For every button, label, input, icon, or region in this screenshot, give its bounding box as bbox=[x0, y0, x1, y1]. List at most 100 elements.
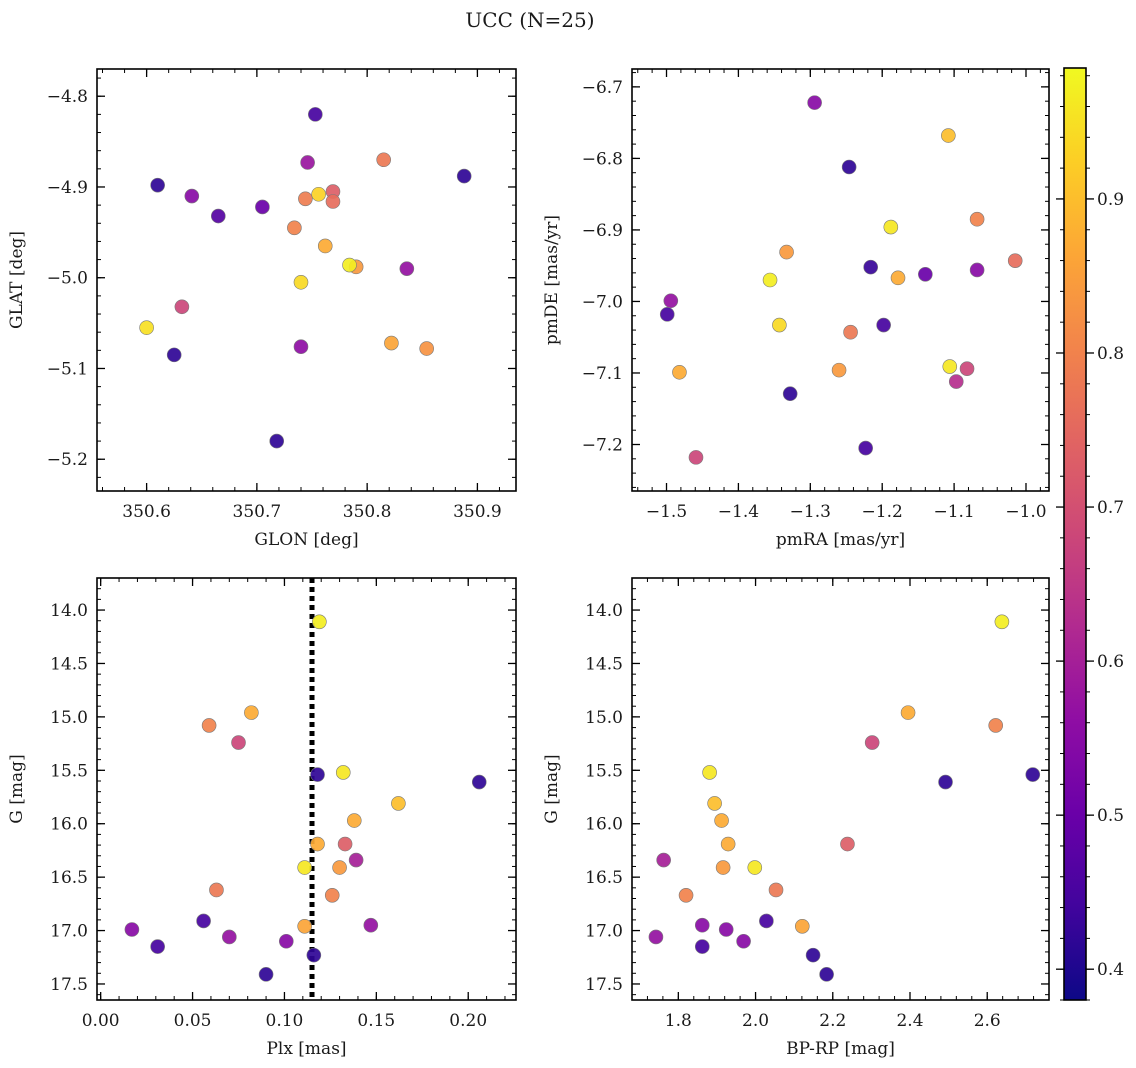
data-point bbox=[317, 238, 333, 254]
data-point bbox=[782, 386, 798, 402]
data-point bbox=[311, 186, 326, 202]
data-point bbox=[663, 293, 679, 309]
x-axis-label: Plx [mas] bbox=[266, 1039, 346, 1059]
y-tick-label: −7.2 bbox=[582, 436, 623, 456]
colorbar-tick-label: 0.7 bbox=[1097, 498, 1124, 518]
axes-frame bbox=[631, 68, 1050, 492]
data-point bbox=[694, 939, 710, 954]
y-axis-label: pmDE [mas/yr] bbox=[542, 215, 562, 345]
data-point bbox=[678, 888, 694, 903]
x-axis-label: GLON [deg] bbox=[254, 530, 358, 550]
x-tick-label: −1.1 bbox=[933, 502, 974, 522]
y-tick-label: 15.5 bbox=[585, 761, 623, 781]
data-point bbox=[688, 450, 704, 465]
data-point bbox=[471, 774, 487, 790]
data-point bbox=[269, 433, 285, 449]
data-point bbox=[325, 194, 341, 209]
data-point bbox=[209, 882, 224, 898]
data-point bbox=[174, 299, 190, 315]
data-point bbox=[762, 272, 778, 288]
panel-glon-glat: 350.6 350.7 350.8 350.9 −5.2 −5.1 −5.0 −4.9 −4.8… bbox=[7, 68, 517, 550]
y-tick-label: −6.8 bbox=[582, 149, 623, 169]
data-point bbox=[715, 860, 731, 875]
scatter-points bbox=[139, 107, 472, 449]
data-point bbox=[399, 261, 415, 276]
data-point bbox=[287, 220, 302, 236]
data-point bbox=[231, 735, 246, 750]
data-point bbox=[258, 967, 274, 982]
y-tick-label: 16.5 bbox=[50, 868, 88, 888]
data-point bbox=[150, 939, 165, 954]
x-tick-label: 2.0 bbox=[742, 1011, 769, 1031]
data-point bbox=[942, 359, 958, 374]
y-tick-label: −7.1 bbox=[582, 364, 623, 384]
data-point bbox=[376, 152, 391, 168]
data-point bbox=[244, 705, 259, 720]
y-tick-label: 17.0 bbox=[585, 922, 623, 942]
x-tick-label: 0.20 bbox=[449, 1011, 487, 1031]
data-point bbox=[308, 107, 323, 122]
data-point bbox=[969, 211, 985, 227]
colorbar-tick-label: 0.9 bbox=[1097, 190, 1124, 210]
data-point bbox=[332, 860, 347, 875]
y-tick-label: 14.0 bbox=[50, 601, 88, 621]
data-point bbox=[707, 796, 722, 811]
figure-title: UCC (N=25) bbox=[465, 8, 594, 32]
data-point bbox=[714, 813, 729, 828]
data-point bbox=[864, 735, 880, 750]
data-point bbox=[346, 813, 362, 828]
scatter-points bbox=[648, 614, 1041, 982]
data-point bbox=[297, 860, 312, 875]
x-tick-label: 1.8 bbox=[665, 1011, 692, 1031]
data-point bbox=[419, 341, 434, 356]
data-point bbox=[297, 918, 312, 934]
data-point bbox=[969, 262, 985, 278]
panels: 350.6 350.7 350.8 350.9 −5.2 −5.1 −5.0 −4.9 −4.8… bbox=[7, 68, 1050, 1059]
colorbar-gradient bbox=[1064, 68, 1086, 1000]
panel-bprp-g: 1.8 2.0 2.2 2.4 2.6 14.0 14.5 15.0 15.5 16.0 16.5 1… bbox=[542, 577, 1050, 1059]
data-point bbox=[324, 888, 340, 903]
data-point bbox=[988, 718, 1004, 733]
y-tick-label: −6.9 bbox=[582, 221, 623, 241]
data-point bbox=[805, 947, 821, 963]
data-point bbox=[772, 317, 787, 333]
x-tick-label: 350.6 bbox=[122, 502, 171, 522]
y-tick-label: −5.1 bbox=[47, 359, 88, 379]
data-point bbox=[843, 324, 858, 340]
colorbar-tick-label: 0.6 bbox=[1097, 652, 1124, 672]
y-tick-label: −5.0 bbox=[47, 269, 88, 289]
data-point bbox=[900, 705, 916, 720]
data-point bbox=[779, 244, 794, 260]
y-tick-label: 17.5 bbox=[50, 975, 88, 995]
data-point bbox=[335, 765, 351, 780]
y-tick-label: 16.0 bbox=[585, 815, 623, 835]
x-axis-label: BP-RP [mag] bbox=[786, 1039, 895, 1059]
y-tick-label: 16.0 bbox=[50, 815, 88, 835]
data-point bbox=[941, 128, 956, 143]
axes-frame bbox=[631, 577, 1050, 1001]
data-point bbox=[1007, 253, 1023, 268]
x-tick-label: 350.9 bbox=[453, 502, 502, 522]
y-tick-label: 14.5 bbox=[50, 654, 88, 674]
data-point bbox=[139, 320, 154, 335]
y-axis-label: GLAT [deg] bbox=[7, 231, 27, 329]
data-point bbox=[255, 199, 270, 215]
data-point bbox=[994, 614, 1010, 630]
y-tick-label: 15.0 bbox=[585, 708, 623, 728]
data-point bbox=[293, 339, 309, 355]
x-axis-label: pmRA [mas/yr] bbox=[776, 530, 905, 550]
colorbar-tick-label: 0.5 bbox=[1097, 806, 1124, 826]
y-tick-label: 14.0 bbox=[585, 601, 623, 621]
y-tick-label: 17.0 bbox=[50, 922, 88, 942]
data-point bbox=[694, 917, 710, 933]
y-tick-label: 14.5 bbox=[585, 654, 623, 674]
data-point bbox=[718, 922, 734, 937]
data-point bbox=[831, 362, 847, 378]
data-point bbox=[858, 440, 873, 456]
data-point bbox=[337, 836, 353, 852]
x-tick-label: 0.15 bbox=[357, 1011, 395, 1031]
x-tick-label: 0.05 bbox=[174, 1011, 212, 1031]
colorbar-tick-label: 0.8 bbox=[1097, 344, 1124, 364]
data-point bbox=[876, 317, 891, 333]
data-point bbox=[150, 177, 165, 193]
